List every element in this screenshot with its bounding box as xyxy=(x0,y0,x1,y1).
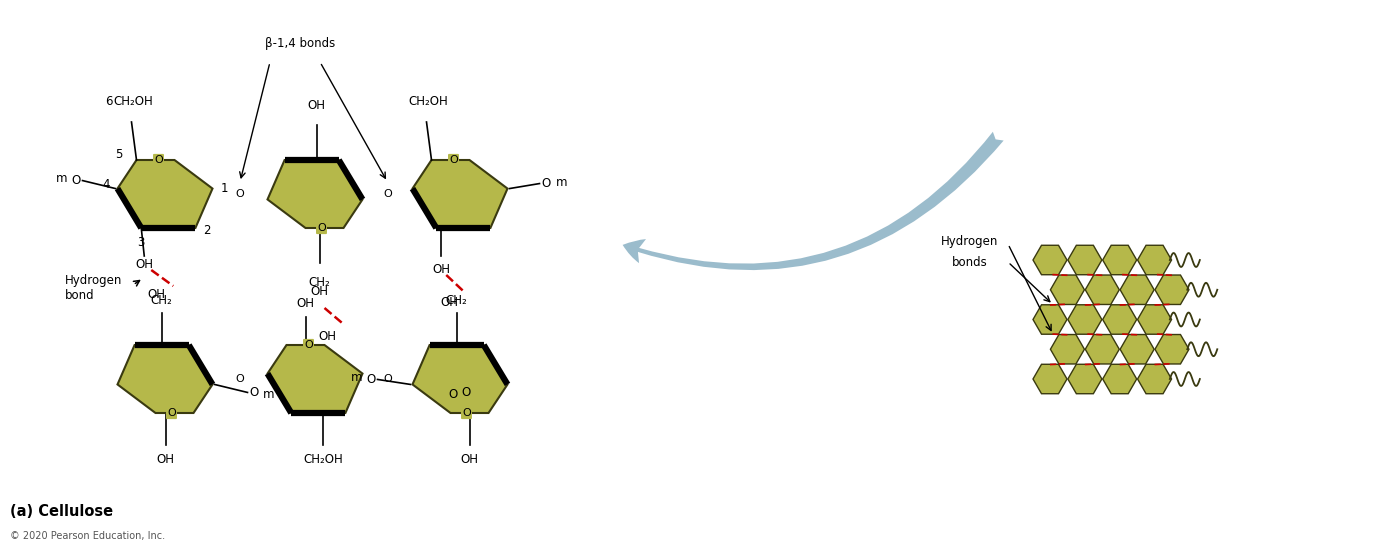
FancyArrowPatch shape xyxy=(623,132,1004,270)
Text: OH: OH xyxy=(297,297,315,310)
Text: 2: 2 xyxy=(203,224,211,237)
Text: O: O xyxy=(304,340,312,350)
Text: m: m xyxy=(351,371,363,384)
Text: 5: 5 xyxy=(115,147,123,161)
Text: O: O xyxy=(167,408,176,418)
Text: O: O xyxy=(71,174,81,187)
Text: O: O xyxy=(448,388,458,401)
Text: 4: 4 xyxy=(102,178,109,191)
Text: OH: OH xyxy=(147,288,165,301)
Text: OH: OH xyxy=(319,330,336,343)
Text: Hydrogen
bond: Hydrogen bond xyxy=(64,274,122,302)
Text: O: O xyxy=(542,177,550,190)
Text: 1: 1 xyxy=(221,182,228,195)
Text: m: m xyxy=(56,172,67,185)
Text: m: m xyxy=(263,388,274,401)
Text: O: O xyxy=(235,374,245,384)
Text: O: O xyxy=(154,155,162,165)
Text: OH: OH xyxy=(433,263,451,276)
Text: CH₂: CH₂ xyxy=(151,294,172,307)
Text: O: O xyxy=(318,223,326,233)
Text: (a) Cellulose: (a) Cellulose xyxy=(10,505,113,520)
Text: bonds: bonds xyxy=(952,255,988,269)
Text: © 2020 Pearson Education, Inc.: © 2020 Pearson Education, Inc. xyxy=(10,531,165,541)
Text: CH₂: CH₂ xyxy=(308,276,330,289)
Text: CH₂OH: CH₂OH xyxy=(304,453,343,466)
Polygon shape xyxy=(118,345,213,413)
Text: CH₂OH: CH₂OH xyxy=(409,95,448,108)
Text: OH: OH xyxy=(157,453,175,466)
Polygon shape xyxy=(413,160,507,228)
Text: O: O xyxy=(384,189,392,199)
Text: OH: OH xyxy=(308,99,326,112)
Text: O: O xyxy=(461,386,470,399)
Text: β-1,4 bonds: β-1,4 bonds xyxy=(265,38,335,50)
Text: OH: OH xyxy=(311,285,329,298)
Text: O: O xyxy=(367,373,375,386)
Text: 3: 3 xyxy=(137,236,146,249)
Text: m: m xyxy=(556,176,567,189)
Text: Hydrogen: Hydrogen xyxy=(941,235,998,249)
Text: CH₂OH: CH₂OH xyxy=(113,95,154,108)
Text: OH: OH xyxy=(461,453,479,466)
Text: 6: 6 xyxy=(105,95,112,108)
Text: O: O xyxy=(249,386,259,399)
Text: O: O xyxy=(449,155,458,165)
Polygon shape xyxy=(267,160,363,228)
Text: O: O xyxy=(384,374,392,384)
Text: OH: OH xyxy=(136,258,153,271)
Polygon shape xyxy=(413,345,507,413)
Text: OH: OH xyxy=(440,296,458,309)
Text: CH₂: CH₂ xyxy=(445,294,468,307)
Polygon shape xyxy=(118,160,213,228)
Polygon shape xyxy=(267,345,363,413)
Text: O: O xyxy=(235,189,245,199)
Text: O: O xyxy=(462,408,470,418)
